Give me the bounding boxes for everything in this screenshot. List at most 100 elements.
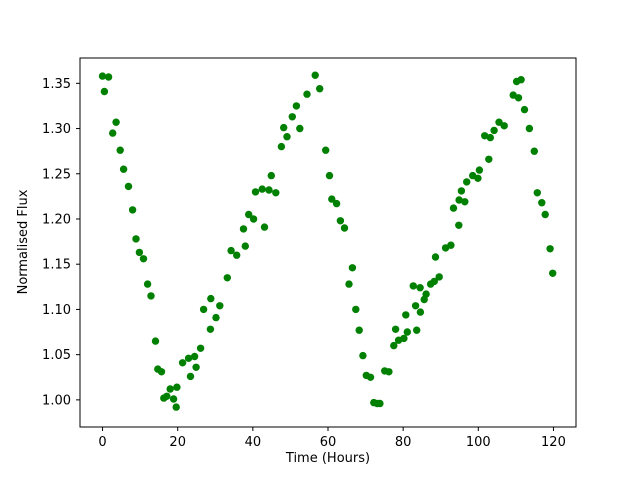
data-point	[258, 185, 266, 193]
data-point	[265, 186, 273, 194]
y-tick-label: 1.15	[42, 258, 71, 273]
y-tick-label: 1.05	[42, 348, 71, 363]
data-point	[385, 368, 393, 376]
data-point	[245, 210, 253, 219]
x-tick-label: 40	[245, 435, 262, 450]
data-point	[549, 269, 557, 277]
data-point	[251, 188, 260, 196]
data-point	[316, 85, 324, 93]
data-point	[292, 102, 301, 110]
data-point	[288, 113, 296, 121]
data-point	[192, 363, 200, 371]
data-point	[143, 280, 152, 288]
data-point	[267, 171, 275, 180]
data-point	[98, 72, 107, 80]
data-point	[345, 280, 353, 288]
y-tick-label: 1.20	[42, 212, 71, 227]
data-point	[100, 87, 109, 96]
data-point	[283, 133, 291, 141]
y-axis-tick-labels: 1.00 1.05 1.10 1.15 1.20 1.25 1.30 1.35	[42, 77, 71, 409]
data-point	[124, 182, 133, 191]
data-point	[260, 223, 269, 231]
data-point	[328, 195, 336, 203]
data-point	[332, 199, 341, 208]
data-point	[157, 368, 166, 376]
y-tick-label: 1.30	[42, 122, 71, 137]
data-point	[249, 215, 258, 223]
data-point	[514, 94, 523, 102]
data-point	[402, 311, 410, 319]
data-point	[233, 251, 241, 259]
data-point	[430, 277, 438, 286]
data-point	[227, 246, 235, 255]
data-point	[348, 264, 357, 272]
data-point	[280, 123, 288, 132]
data-point	[481, 132, 489, 140]
data-point	[139, 255, 148, 263]
data-point	[455, 196, 463, 204]
x-tick-label: 80	[395, 435, 412, 450]
data-point	[517, 76, 525, 84]
x-axis-ticks	[102, 427, 554, 431]
data-point	[151, 337, 160, 345]
data-point	[172, 403, 180, 411]
y-axis-label: Normalised Flux	[16, 189, 31, 294]
x-axis-tick-labels: 0 20 40 60 80 100 120	[98, 435, 565, 450]
data-point	[303, 90, 311, 98]
data-point	[457, 187, 466, 195]
data-point	[178, 359, 187, 367]
data-point	[546, 245, 554, 253]
data-point	[391, 325, 400, 333]
y-tick-label: 1.35	[42, 77, 71, 92]
data-point	[495, 118, 503, 126]
data-point	[416, 308, 425, 316]
data-point	[422, 290, 430, 298]
y-tick-label: 1.00	[42, 393, 71, 408]
data-point	[173, 383, 181, 391]
data-point	[212, 313, 220, 322]
data-point	[325, 171, 334, 180]
data-point	[413, 326, 421, 334]
data-point	[206, 325, 215, 333]
y-tick-label: 1.25	[42, 167, 71, 182]
y-axis-ticks	[76, 82, 80, 401]
data-point	[538, 199, 546, 207]
data-point	[311, 71, 319, 79]
data-point	[530, 147, 538, 155]
data-points	[98, 71, 557, 411]
data-point	[475, 166, 484, 174]
data-point	[272, 189, 280, 197]
data-point	[447, 241, 455, 249]
x-axis-label: Time (Hours)	[285, 451, 370, 466]
plot-area	[79, 57, 577, 428]
data-point	[403, 328, 411, 336]
data-point	[431, 253, 440, 261]
x-tick-label: 120	[541, 435, 566, 450]
data-point	[163, 392, 171, 400]
data-point	[366, 373, 375, 381]
data-point	[400, 334, 408, 343]
data-point	[490, 126, 498, 135]
data-point	[216, 302, 224, 310]
data-point	[520, 105, 529, 114]
data-point	[223, 274, 231, 282]
data-point	[112, 118, 120, 126]
data-point	[533, 189, 541, 197]
data-point	[116, 146, 124, 154]
data-point	[199, 305, 208, 314]
data-point	[128, 206, 137, 214]
data-point	[474, 174, 482, 182]
data-point	[541, 210, 549, 219]
data-point	[455, 221, 463, 229]
data-point	[409, 282, 417, 290]
x-tick-label: 20	[169, 435, 186, 450]
data-point	[239, 225, 248, 233]
data-point	[186, 372, 195, 381]
data-point	[132, 235, 140, 243]
data-point	[449, 204, 458, 212]
data-point	[485, 155, 493, 163]
data-point	[486, 133, 494, 142]
data-point	[525, 124, 534, 133]
data-point	[207, 294, 215, 303]
